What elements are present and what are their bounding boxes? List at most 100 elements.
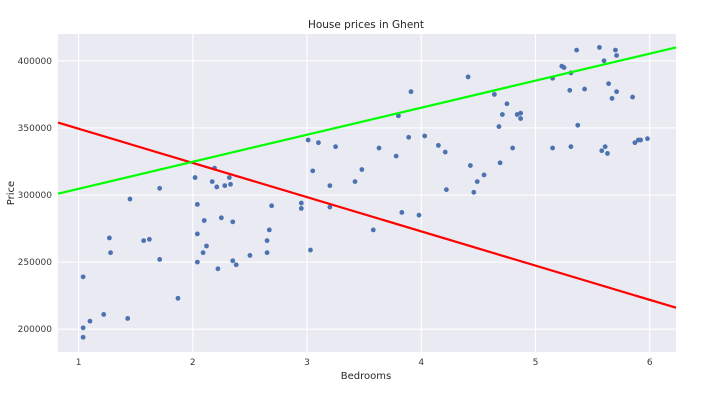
y-axis-label: Price [6,181,17,205]
data-point [443,187,449,193]
data-point [606,81,612,87]
data-point [370,227,376,233]
data-point [474,179,480,184]
data-point [204,243,209,249]
data-point [605,151,610,156]
data-point [630,94,635,100]
data-point [602,144,608,150]
data-point [597,45,602,50]
data-point [226,175,232,180]
data-point [80,274,86,280]
data-point [393,153,399,159]
data-point [230,258,236,264]
x-tick-label: 1 [76,358,82,368]
data-point [247,252,253,258]
data-point [609,96,615,101]
data-point [327,204,333,210]
x-axis-label: Bedrooms [341,371,391,382]
data-point [269,203,275,209]
data-point [194,202,200,207]
plot-area [58,34,676,352]
data-point [568,144,574,150]
data-point [230,219,236,225]
data-point [218,215,224,221]
data-point [310,168,316,174]
data-point [125,316,131,321]
data-point [575,122,581,128]
data-point [442,149,448,155]
data-point [574,47,580,53]
data-point [298,200,304,206]
data-point [101,312,107,317]
x-tick-label: 2 [190,358,196,368]
data-point [567,87,573,93]
data-point [141,238,147,244]
y-tick-labels: 200000 250000 300000 350000 400000 [18,57,53,335]
data-point [518,116,524,121]
data-point [209,179,215,184]
y-tick-label: 350000 [18,124,53,134]
y-tick-label: 400000 [18,57,53,67]
fit-line-2 [57,46,677,195]
data-point [308,247,313,253]
data-point [228,181,233,187]
data-point [80,334,86,340]
data-point [107,235,112,241]
data-point [108,250,113,256]
data-point [264,238,270,244]
data-point [613,47,618,53]
data-point [481,172,487,178]
data-point [406,134,412,140]
data-point [327,183,333,189]
grid-lines [58,34,676,352]
data-point [396,113,401,119]
x-tick-labels: 1 2 3 4 5 6 [76,358,653,368]
data-point [499,112,505,117]
data-point [194,259,200,265]
data-point [645,136,650,142]
data-point [201,218,207,223]
x-tick-label: 4 [418,358,424,368]
data-point [467,163,473,168]
data-point [266,227,272,233]
data-point [264,250,270,256]
data-point [352,179,358,184]
data-point [408,89,414,95]
data-point [157,257,163,262]
y-tick-label: 200000 [18,325,53,335]
data-point [80,325,86,331]
data-point [305,137,311,143]
data-point [614,53,619,58]
x-tick-label: 6 [647,358,653,368]
data-point [87,318,93,324]
data-point [376,145,382,151]
data-point [399,210,405,215]
data-point [416,212,422,218]
data-point [491,91,497,97]
y-tick-label: 250000 [18,258,53,268]
data-point [192,175,198,180]
data-point [175,295,181,301]
data-point [471,189,477,195]
data-point [157,185,163,191]
data-point [233,262,239,268]
x-tick-label: 3 [304,358,310,368]
data-point [333,144,338,150]
data-point [215,266,221,272]
chart-title: House prices in Ghent [308,19,424,31]
data-point [298,206,304,211]
data-points [80,45,650,340]
data-point [359,167,365,172]
data-point [214,184,220,190]
data-point [200,250,206,256]
data-point [638,137,643,143]
data-point [422,133,428,139]
data-point [127,196,133,202]
data-point [496,124,502,129]
data-point [194,231,200,237]
data-point [599,148,605,154]
data-point [222,183,228,189]
data-point [614,89,619,95]
data-point [632,140,638,146]
